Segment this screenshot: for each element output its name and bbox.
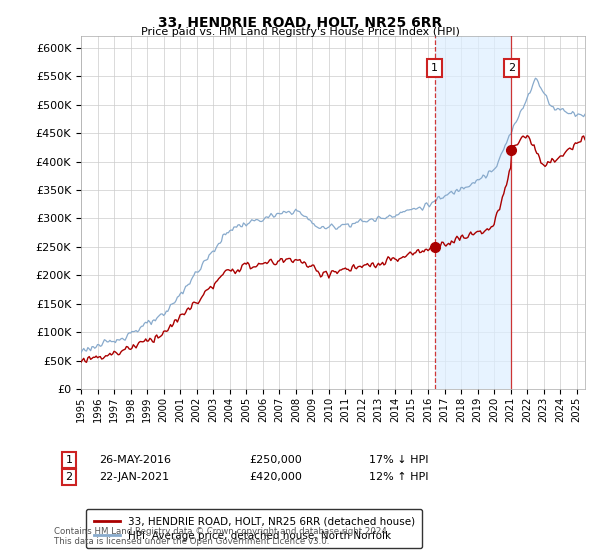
Text: £420,000: £420,000 bbox=[249, 472, 302, 482]
Bar bbox=[434, 36, 511, 389]
Text: 33, HENDRIE ROAD, HOLT, NR25 6RR: 33, HENDRIE ROAD, HOLT, NR25 6RR bbox=[158, 16, 442, 30]
Text: 1: 1 bbox=[65, 455, 73, 465]
Text: 26-MAY-2016: 26-MAY-2016 bbox=[99, 455, 171, 465]
Text: Price paid vs. HM Land Registry's House Price Index (HPI): Price paid vs. HM Land Registry's House … bbox=[140, 27, 460, 37]
Text: 1: 1 bbox=[431, 63, 438, 73]
Legend: 33, HENDRIE ROAD, HOLT, NR25 6RR (detached house), HPI: Average price, detached : 33, HENDRIE ROAD, HOLT, NR25 6RR (detach… bbox=[86, 509, 422, 548]
Text: 12% ↑ HPI: 12% ↑ HPI bbox=[369, 472, 428, 482]
Text: 2: 2 bbox=[508, 63, 515, 73]
Text: 17% ↓ HPI: 17% ↓ HPI bbox=[369, 455, 428, 465]
Text: 2: 2 bbox=[65, 472, 73, 482]
Text: £250,000: £250,000 bbox=[249, 455, 302, 465]
Text: 22-JAN-2021: 22-JAN-2021 bbox=[99, 472, 169, 482]
Text: Contains HM Land Registry data © Crown copyright and database right 2024.
This d: Contains HM Land Registry data © Crown c… bbox=[54, 526, 389, 546]
